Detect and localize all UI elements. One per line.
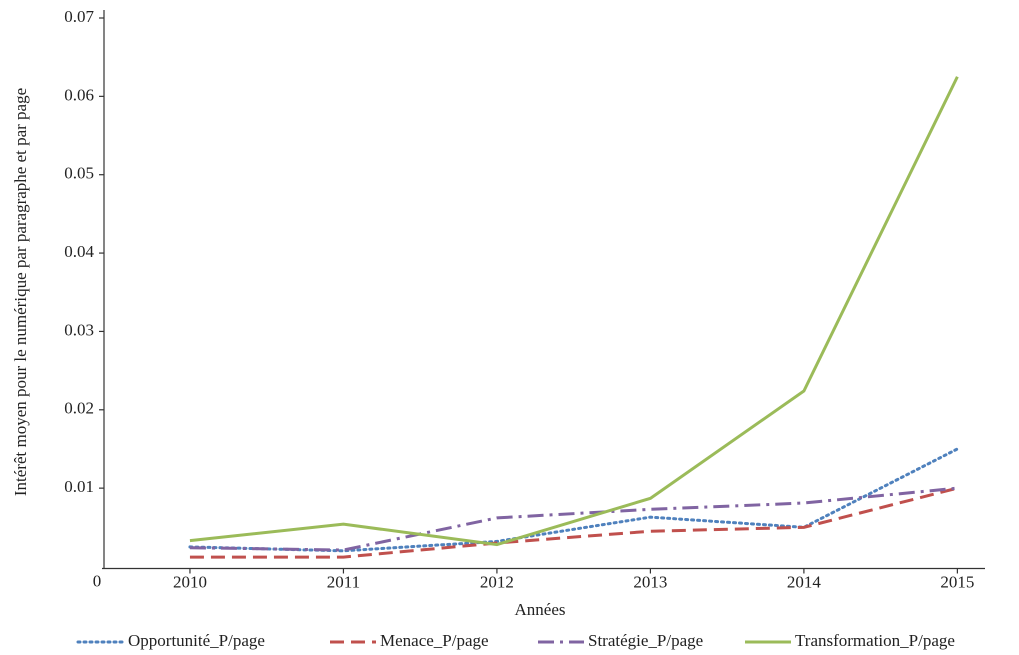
x-axis-label: Années [515, 600, 566, 619]
x-tick-label: 2012 [480, 572, 514, 591]
legend-label: Stratégie_P/page [588, 631, 703, 650]
x-tick-label: 2014 [787, 572, 822, 591]
legend-label: Opportunité_P/page [128, 631, 265, 650]
series-line [189, 486, 958, 552]
series-line [189, 76, 959, 547]
x-tick-label: 2011 [327, 572, 360, 591]
y-tick-label: 0.03 [64, 320, 94, 339]
y-tick-label: 0.04 [64, 242, 94, 261]
y-tick-label: 0.05 [64, 164, 94, 183]
y-tick-label: 0.07 [64, 7, 94, 26]
x-tick-label: 2013 [633, 572, 667, 591]
y-tick-label: 0.01 [64, 477, 94, 496]
y-tick-label: 0.06 [64, 85, 94, 104]
y-tick-label: 0.02 [64, 399, 94, 418]
legend-label: Transformation_P/page [795, 631, 955, 650]
legend-label: Menace_P/page [380, 631, 489, 650]
y-tick-label: 0 [93, 571, 102, 590]
series-line [189, 486, 958, 559]
y-axis-label: Intérêt moyen pour le numérique par para… [11, 88, 30, 496]
x-tick-label: 2015 [940, 572, 974, 591]
x-tick-label: 2010 [173, 572, 207, 591]
